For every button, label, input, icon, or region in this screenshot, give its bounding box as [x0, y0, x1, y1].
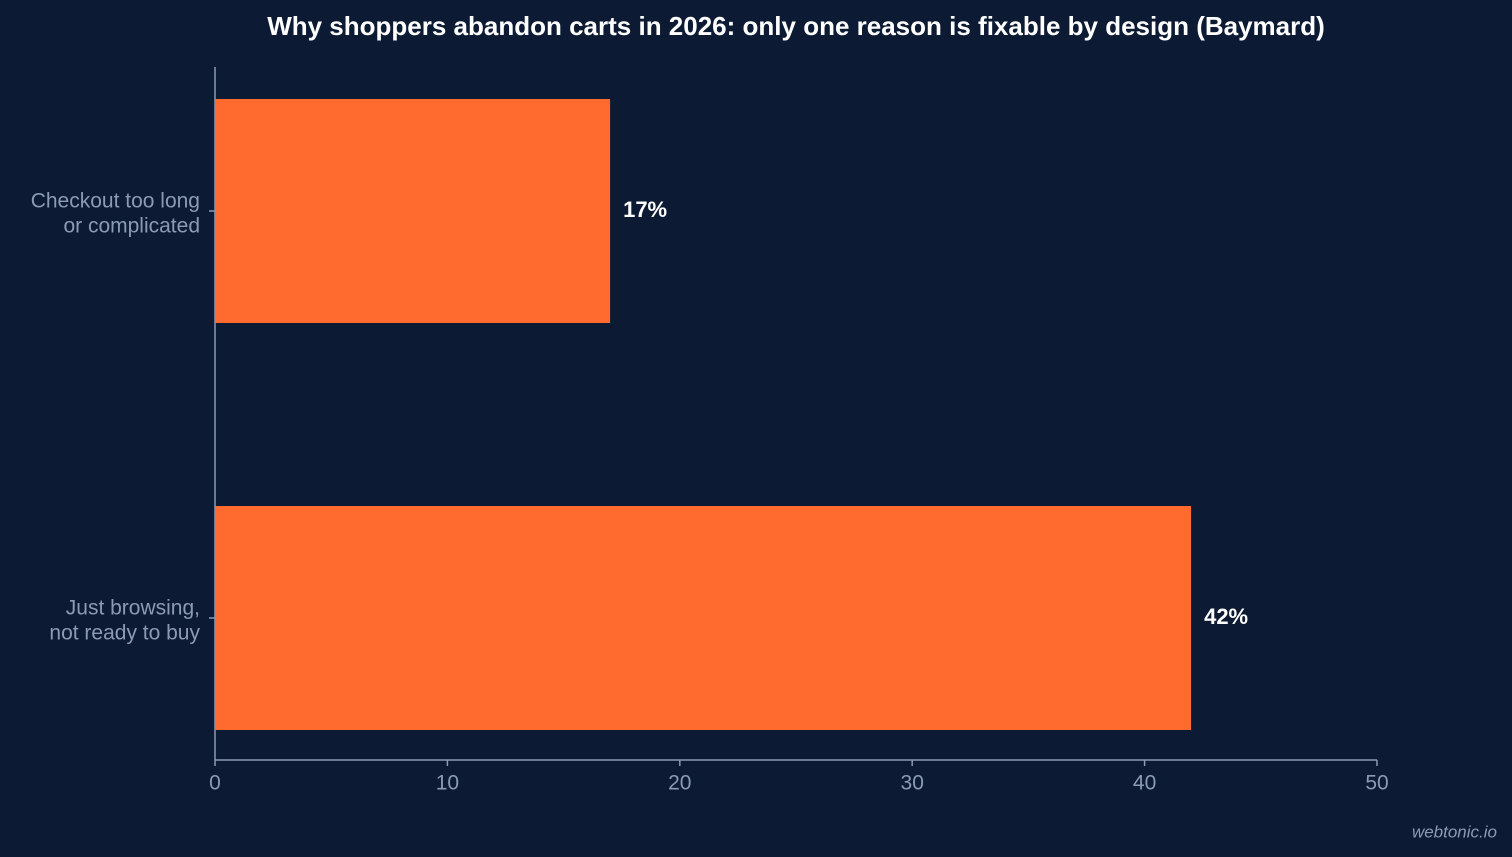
- value-label: 17%: [623, 197, 667, 222]
- y-tick-label: Checkout too long or complicated: [31, 189, 200, 237]
- x-tick-label: 40: [1133, 772, 1156, 795]
- chart-title: Why shoppers abandon carts in 2026: only…: [267, 11, 1325, 41]
- x-tick-label: 30: [901, 772, 924, 795]
- watermark: webtonic.io: [1412, 822, 1497, 841]
- x-tick-label: 50: [1365, 772, 1388, 795]
- bar: [215, 99, 611, 323]
- x-tick-label: 10: [436, 772, 459, 795]
- y-tick-label: Just browsing, not ready to buy: [49, 596, 200, 644]
- x-tick-label: 20: [668, 772, 691, 795]
- value-label: 42%: [1204, 604, 1248, 629]
- bar: [215, 506, 1192, 730]
- x-tick-label: 0: [209, 772, 221, 795]
